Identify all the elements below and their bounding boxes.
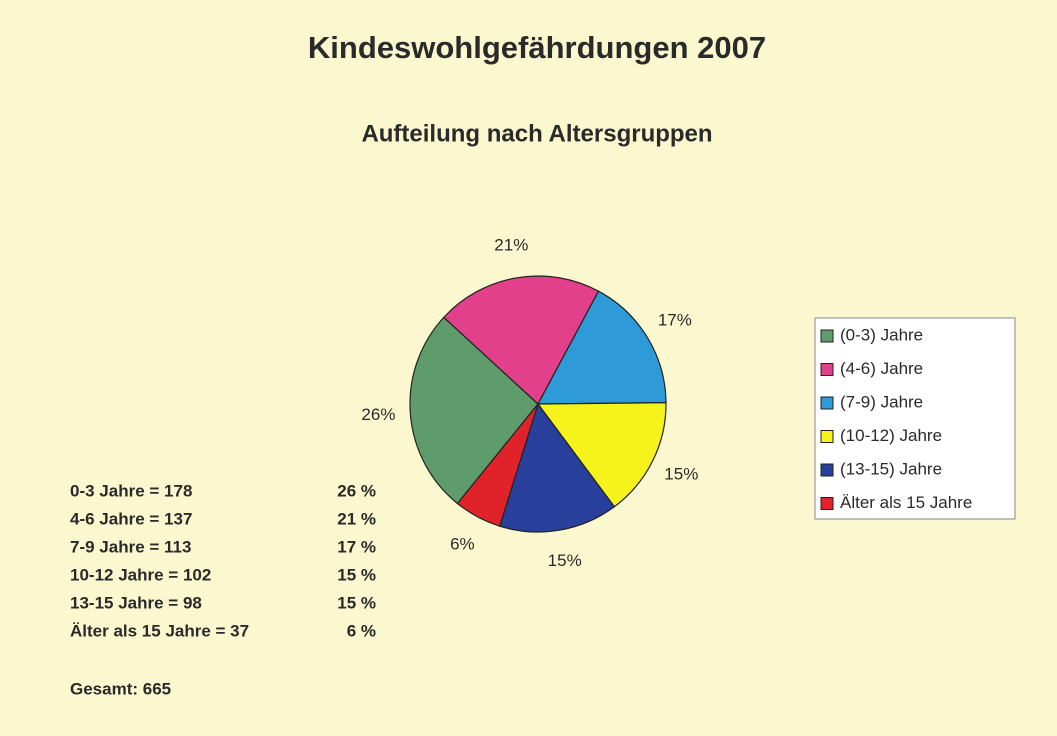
summary-percent: 6 %: [347, 621, 376, 640]
summary-total: Gesamt: 665: [70, 679, 171, 698]
legend-swatch: [820, 430, 834, 443]
summary-label: 4-6 Jahre = 137: [70, 509, 192, 528]
legend-label: (0-3) Jahre: [840, 325, 923, 344]
legend-swatch: [820, 329, 834, 343]
legend-swatch: [820, 497, 834, 510]
legend-label: (10-12) Jahre: [840, 426, 942, 445]
summary-percent: 17 %: [337, 537, 376, 556]
pie-slice: [536, 290, 667, 405]
pie-slice: [536, 402, 667, 508]
legend-label: (13-15) Jahre: [840, 459, 942, 478]
pie-slice: [409, 316, 539, 505]
legend-label: Älter als 15 Jahre: [840, 493, 972, 512]
legend-swatch: [820, 396, 834, 410]
slice-label: 15%: [548, 551, 582, 570]
legend-label: (4-6) Jahre: [840, 359, 923, 378]
slice-label: 17%: [658, 311, 692, 330]
summary-label: 0-3 Jahre = 178: [70, 481, 192, 500]
legend-box: [814, 317, 1016, 520]
pie-slice: [456, 403, 539, 527]
legend-swatch: [820, 463, 834, 477]
summary-label: 7-9 Jahre = 113: [70, 537, 191, 556]
pie-slice: [442, 275, 600, 405]
legend-swatch: [820, 363, 834, 376]
summary-label: 13-15 Jahre = 98: [70, 593, 202, 612]
chart-subtitle: Aufteilung nach Altersgruppen: [361, 120, 712, 147]
slice-label: 21%: [494, 236, 528, 255]
slice-label: 26%: [361, 405, 395, 424]
summary-percent: 15 %: [337, 565, 376, 584]
summary-percent: 21 %: [337, 509, 376, 528]
summary-label: 10-12 Jahre = 102: [70, 565, 211, 584]
chart-title: Kindeswohlgefährdungen 2007: [308, 30, 766, 65]
slice-label: 15%: [664, 465, 698, 484]
slice-label: 6%: [450, 534, 475, 553]
summary-percent: 26 %: [337, 481, 376, 500]
summary-percent: 15 %: [337, 593, 376, 612]
legend-label: (7-9) Jahre: [840, 392, 923, 411]
summary-label: Älter als 15 Jahre = 37: [70, 621, 249, 640]
